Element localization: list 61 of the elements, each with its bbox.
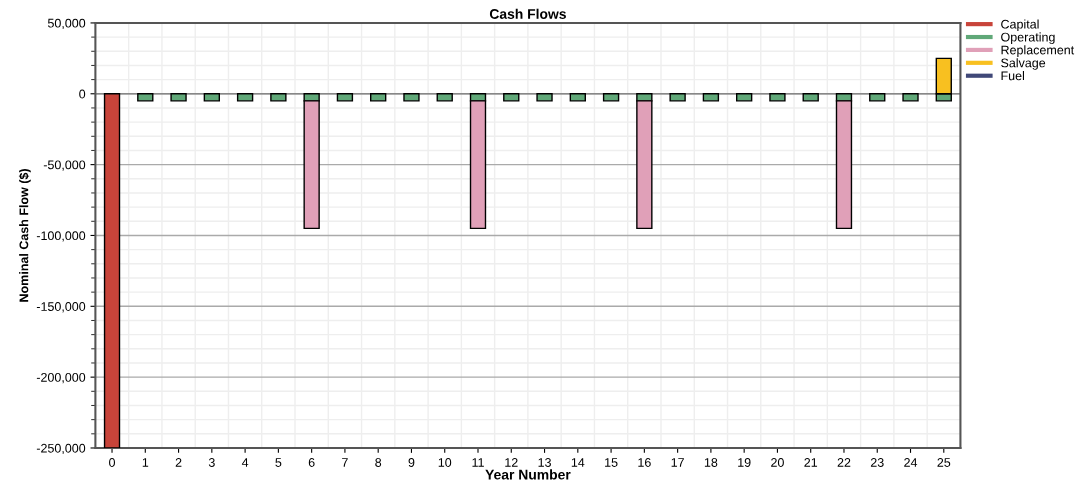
x-tick-label: 5 (275, 458, 282, 467)
x-tick-label: 8 (375, 458, 382, 467)
bar (536, 93, 553, 102)
bar (503, 93, 520, 102)
x-tick-label: 1 (142, 458, 149, 467)
x-tick-label: 13 (538, 458, 551, 467)
bar (735, 93, 753, 102)
x-tick-label: 23 (870, 458, 884, 467)
bar (869, 93, 886, 102)
legend-label: Operating (1001, 32, 1055, 44)
y-tick-label: 50,000 (47, 18, 86, 30)
bar (203, 93, 221, 102)
y-tick-label: -200,000 (36, 372, 86, 384)
legend-label: Replacement (1001, 45, 1075, 57)
x-tick-label: 0 (109, 458, 116, 467)
x-tick-label: 7 (342, 458, 348, 467)
x-tick-label: 21 (804, 458, 818, 467)
bar (370, 93, 387, 102)
x-tick-label: 10 (438, 458, 452, 467)
bar (769, 93, 786, 102)
bar (602, 93, 620, 102)
bar (137, 93, 154, 102)
x-tick-label: 25 (937, 458, 951, 467)
x-tick-label: 20 (771, 458, 784, 467)
x-tick-label: 22 (837, 458, 851, 467)
legend-label: Capital (1001, 19, 1039, 32)
y-tick-label: -250,000 (36, 443, 86, 455)
x-tick-label: 11 (472, 458, 484, 467)
bar (436, 93, 453, 102)
x-axis-title: Year Number (485, 469, 571, 480)
x-tick-label: 6 (308, 458, 315, 467)
x-tick-label: 4 (241, 458, 249, 467)
y-tick-label: 0 (79, 89, 86, 99)
bar (702, 93, 720, 102)
y-tick-label: -150,000 (36, 302, 86, 313)
legend-label: Fuel (1001, 71, 1024, 81)
x-tick-label: 17 (671, 458, 684, 467)
bar (902, 93, 919, 102)
x-tick-label: 16 (638, 458, 651, 467)
bar (336, 93, 354, 102)
x-tick-label: 15 (605, 458, 618, 467)
legend-label: Salvage (1001, 58, 1046, 70)
bar (170, 93, 187, 102)
y-tick-label: -100,000 (36, 231, 86, 242)
x-tick-label: 3 (208, 458, 215, 467)
x-tick-label: 2 (175, 458, 182, 467)
chart-title: Cash Flows (489, 8, 566, 19)
y-axis-title: Nominal Cash Flow ($) (18, 169, 31, 302)
y-tick-label: -50,000 (43, 160, 86, 171)
bar (403, 93, 420, 102)
x-tick-label: 18 (704, 458, 718, 467)
x-tick-label: 9 (408, 458, 415, 467)
x-tick-label: 14 (571, 458, 585, 467)
bar (802, 93, 819, 102)
x-tick-label: 19 (738, 458, 751, 467)
x-tick-label: 24 (904, 458, 918, 467)
bar (569, 93, 586, 102)
bar (669, 93, 686, 102)
bar (236, 93, 254, 102)
x-tick-label: 12 (505, 458, 518, 467)
bar (270, 93, 287, 102)
